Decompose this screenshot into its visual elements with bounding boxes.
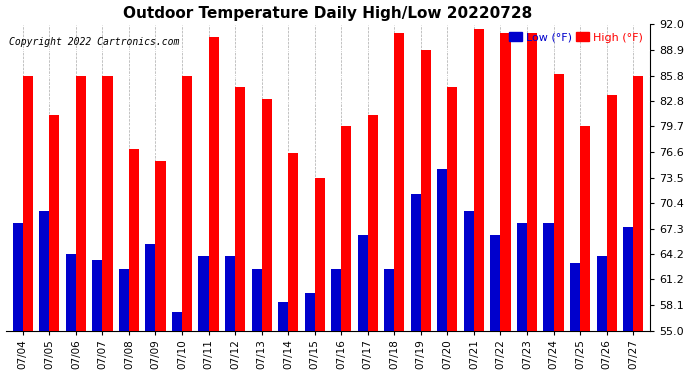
Bar xyxy=(474,28,484,330)
Bar xyxy=(597,256,607,330)
Bar xyxy=(288,153,298,330)
Bar xyxy=(368,116,378,330)
Bar xyxy=(331,268,342,330)
Bar xyxy=(235,87,245,330)
Bar xyxy=(262,99,272,330)
Bar xyxy=(491,236,500,330)
Bar xyxy=(304,293,315,330)
Bar xyxy=(66,255,76,330)
Bar xyxy=(39,211,50,330)
Bar xyxy=(225,256,235,330)
Bar xyxy=(146,244,155,330)
Bar xyxy=(357,236,368,330)
Bar xyxy=(182,76,192,330)
Bar xyxy=(633,76,643,330)
Bar xyxy=(315,177,325,330)
Bar xyxy=(623,227,633,330)
Bar xyxy=(252,268,262,330)
Bar xyxy=(50,116,59,330)
Bar xyxy=(607,95,617,330)
Bar xyxy=(102,76,112,330)
Bar xyxy=(411,194,421,330)
Bar xyxy=(447,87,457,330)
Bar xyxy=(208,37,219,330)
Bar xyxy=(500,33,511,330)
Text: Copyright 2022 Cartronics.com: Copyright 2022 Cartronics.com xyxy=(9,37,179,47)
Bar xyxy=(155,161,166,330)
Bar xyxy=(544,223,553,330)
Bar xyxy=(199,256,208,330)
Bar xyxy=(172,312,182,330)
Bar xyxy=(517,223,527,330)
Legend: Low (°F), High (°F): Low (°F), High (°F) xyxy=(506,30,645,45)
Bar xyxy=(394,33,404,330)
Bar xyxy=(129,148,139,330)
Bar xyxy=(421,50,431,330)
Bar xyxy=(527,33,537,330)
Bar xyxy=(12,223,23,330)
Bar xyxy=(278,302,288,330)
Bar xyxy=(342,126,351,330)
Bar xyxy=(92,260,102,330)
Bar xyxy=(23,76,33,330)
Bar xyxy=(76,76,86,330)
Bar xyxy=(384,268,394,330)
Bar xyxy=(553,74,564,330)
Bar xyxy=(570,263,580,330)
Bar xyxy=(464,211,474,330)
Bar xyxy=(580,126,590,330)
Title: Outdoor Temperature Daily High/Low 20220728: Outdoor Temperature Daily High/Low 20220… xyxy=(124,6,533,21)
Bar xyxy=(119,268,129,330)
Bar xyxy=(437,169,447,330)
